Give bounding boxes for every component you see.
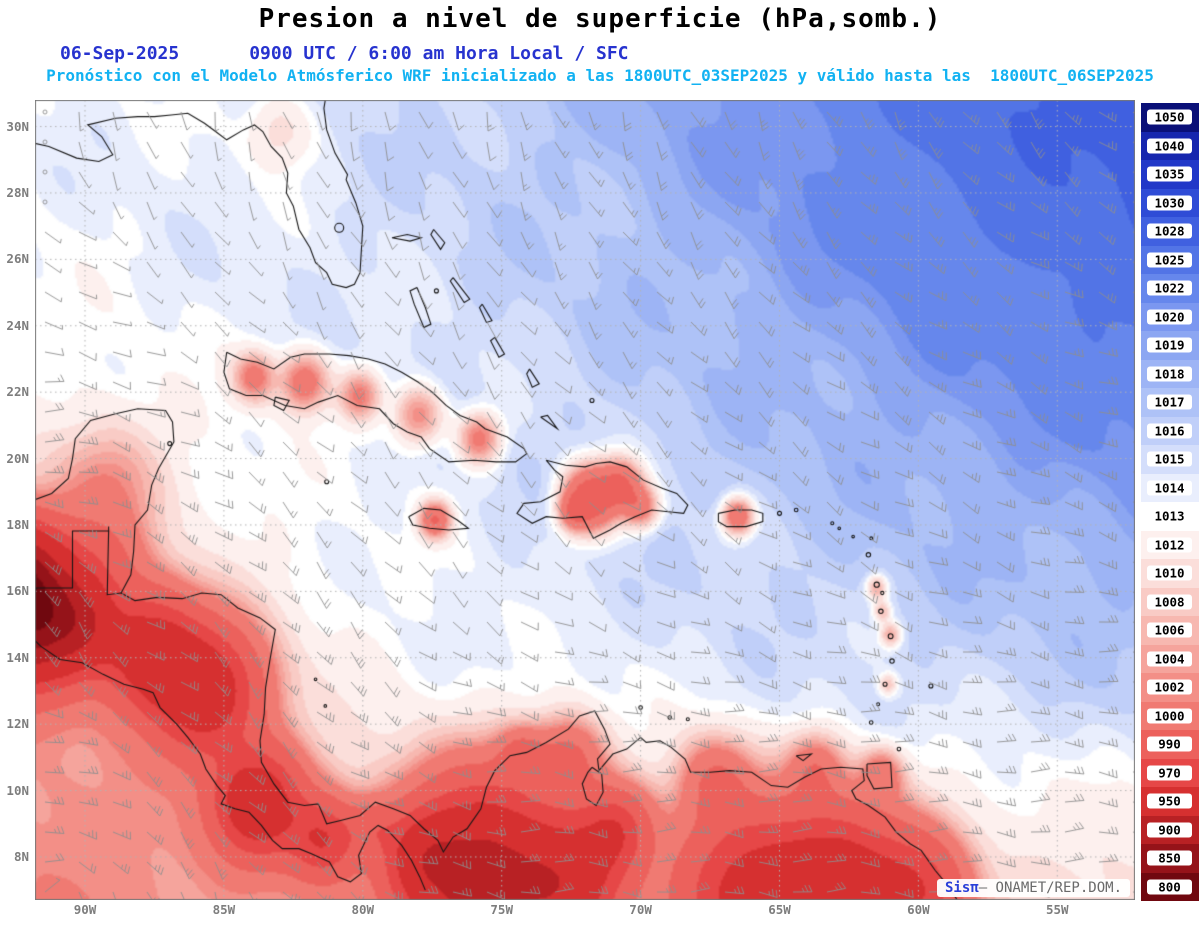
colorbar-box: 1000 bbox=[1141, 701, 1199, 730]
colorbar-box: 1019 bbox=[1141, 331, 1199, 360]
colorbar-box: 1013 bbox=[1141, 502, 1199, 531]
colorbar-box: 1018 bbox=[1141, 359, 1199, 388]
colorbar-value: 1016 bbox=[1147, 423, 1192, 439]
colorbar-value: 990 bbox=[1147, 736, 1192, 752]
colorbar-box: 1015 bbox=[1141, 445, 1199, 474]
colorbar-box: 1020 bbox=[1141, 302, 1199, 331]
lon-tick-label: 75W bbox=[490, 902, 513, 917]
colorbar-value: 850 bbox=[1147, 850, 1192, 866]
colorbar-value: 1017 bbox=[1147, 394, 1192, 410]
colorbar-box: 1035 bbox=[1141, 160, 1199, 189]
subtitle-line: 06-Sep-2025 0900 UTC / 6:00 am Hora Loca… bbox=[60, 43, 629, 64]
colorbar-value: 1000 bbox=[1147, 708, 1192, 724]
lat-tick-label: 30N bbox=[6, 118, 29, 134]
lat-tick-label: 20N bbox=[6, 450, 29, 466]
colorbar-box: 1028 bbox=[1141, 217, 1199, 246]
colorbar-value: 1002 bbox=[1147, 679, 1192, 695]
colorbar-box: 990 bbox=[1141, 730, 1199, 759]
colorbar-value: 970 bbox=[1147, 765, 1192, 781]
lon-tick-label: 90W bbox=[73, 902, 97, 917]
colorbar-value: 800 bbox=[1147, 879, 1192, 895]
lon-tick-label: 85W bbox=[212, 902, 236, 917]
lat-tick-label: 18N bbox=[6, 516, 29, 532]
watermark: Sisπ— ONAMET/REP.DOM. bbox=[936, 879, 1130, 897]
lat-tick-label: 10N bbox=[6, 782, 29, 798]
colorbar-box: 850 bbox=[1141, 844, 1199, 873]
lat-tick-label: 24N bbox=[6, 317, 29, 333]
colorbar-value: 1019 bbox=[1147, 337, 1192, 353]
lon-tick-label: 65W bbox=[768, 902, 791, 917]
watermark-org: — ONAMET/REP.DOM. bbox=[978, 880, 1122, 896]
colorbar-box: 1002 bbox=[1141, 673, 1199, 702]
colorbar-value: 1025 bbox=[1147, 252, 1192, 268]
colorbar-box: 1010 bbox=[1141, 559, 1199, 588]
colorbar-value: 1020 bbox=[1147, 309, 1192, 325]
latitude-axis: 30N 28N 26N 24N 22N 20N 18N 16N 14N 12N 10N 8N bbox=[0, 100, 32, 900]
colorbar-box: 1017 bbox=[1141, 388, 1199, 417]
lat-tick-label: 26N bbox=[6, 251, 29, 267]
colorbar-box: 1022 bbox=[1141, 274, 1199, 303]
colorbar-box: 950 bbox=[1141, 787, 1199, 816]
pressure-map-canvas bbox=[35, 100, 1135, 900]
colorbar-box: 1040 bbox=[1141, 131, 1199, 160]
colorbar-box: 1008 bbox=[1141, 587, 1199, 616]
watermark-brand: Sisπ bbox=[944, 880, 979, 896]
lat-tick-label: 28N bbox=[6, 184, 29, 200]
subtitle-forecast: Pronóstico con el Modelo Atmósferico WRF… bbox=[46, 66, 1154, 85]
colorbar-box: 1004 bbox=[1141, 644, 1199, 673]
colorbar-box: 1050 bbox=[1141, 103, 1199, 132]
colorbar-value: 1014 bbox=[1147, 480, 1192, 496]
colorbar-box: 1025 bbox=[1141, 245, 1199, 274]
lon-tick-label: 80W bbox=[351, 902, 375, 917]
colorbar-value: 1012 bbox=[1147, 537, 1192, 553]
colorbar-value: 1018 bbox=[1147, 366, 1192, 382]
lon-tick-label: 55W bbox=[1046, 902, 1069, 917]
colorbar-value: 1050 bbox=[1147, 109, 1192, 125]
colorbar-value: 1022 bbox=[1147, 280, 1192, 296]
page-title: Presion a nivel de superficie (hPa,somb.… bbox=[258, 4, 942, 34]
colorbar-box: 1030 bbox=[1141, 188, 1199, 217]
colorbar-value: 900 bbox=[1147, 822, 1192, 838]
colorbar-value: 1006 bbox=[1147, 622, 1192, 638]
colorbar-value: 1028 bbox=[1147, 223, 1192, 239]
colorbar-box: 800 bbox=[1141, 872, 1199, 901]
lat-tick-label: 12N bbox=[6, 716, 29, 732]
longitude-axis: 90W 85W 80W 75W 70W 65W 60W 55W bbox=[35, 902, 1135, 920]
colorbar-box: 900 bbox=[1141, 815, 1199, 844]
colorbar-value: 1035 bbox=[1147, 166, 1192, 182]
lon-tick-label: 60W bbox=[907, 902, 930, 917]
colorbar-value: 1010 bbox=[1147, 565, 1192, 581]
lon-tick-label: 70W bbox=[629, 902, 652, 917]
subtitle-time: 0900 UTC / 6:00 am Hora Local / SFC bbox=[249, 43, 629, 64]
colorbar-box: 1012 bbox=[1141, 530, 1199, 559]
map-container: Sisπ— ONAMET/REP.DOM. bbox=[35, 100, 1135, 900]
colorbar-box: 1006 bbox=[1141, 616, 1199, 645]
colorbar-value: 1013 bbox=[1147, 508, 1192, 524]
colorbar-box: 970 bbox=[1141, 758, 1199, 787]
lat-tick-label: 14N bbox=[6, 649, 29, 665]
lat-tick-label: 16N bbox=[6, 583, 29, 599]
colorbar-box: 1014 bbox=[1141, 473, 1199, 502]
colorbar-value: 950 bbox=[1147, 793, 1192, 809]
subtitle-date: 06-Sep-2025 bbox=[60, 43, 180, 64]
colorbar: 1050 1040 1035 1030 1028 1025 1022 1020 1019 1018… bbox=[1141, 103, 1199, 901]
colorbar-value: 1030 bbox=[1147, 195, 1192, 211]
colorbar-value: 1015 bbox=[1147, 451, 1192, 467]
lat-tick-label: 8N bbox=[13, 848, 29, 864]
colorbar-value: 1004 bbox=[1147, 651, 1192, 667]
colorbar-value: 1008 bbox=[1147, 594, 1192, 610]
lat-tick-label: 22N bbox=[6, 384, 29, 400]
colorbar-box: 1016 bbox=[1141, 416, 1199, 445]
colorbar-value: 1040 bbox=[1147, 138, 1192, 154]
